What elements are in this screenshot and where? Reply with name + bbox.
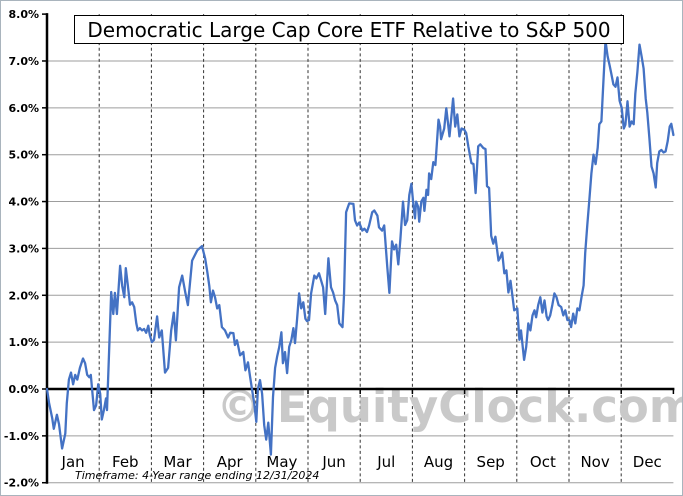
month-label: Jan — [61, 453, 85, 471]
month-label: Feb — [112, 453, 139, 471]
month-label: Dec — [633, 453, 662, 471]
y-axis-label: 1.0% — [8, 336, 39, 349]
month-label: Apr — [217, 453, 244, 471]
timeframe-note: Timeframe: 4-Year range ending 12/31/202… — [75, 469, 320, 482]
y-axis-label: 8.0% — [8, 8, 39, 21]
month-label: Mar — [163, 453, 192, 471]
month-label: Oct — [530, 453, 556, 471]
y-axis-label: 7.0% — [8, 55, 39, 68]
month-label: May — [266, 453, 297, 471]
y-axis-label: -1.0% — [4, 430, 39, 443]
series-line — [46, 39, 675, 456]
month-label: Jul — [376, 453, 395, 471]
month-label: Jun — [321, 453, 345, 471]
y-axis-label: 5.0% — [8, 149, 39, 162]
x-axis-labels: Jan Feb Mar Apr May Jun Jul Aug Sep Oct Nov Dec — [61, 453, 662, 471]
y-axis-label: 2.0% — [8, 289, 39, 302]
y-axis-label: 6.0% — [8, 102, 39, 115]
y-axis-label: 4.0% — [8, 196, 39, 209]
y-axis-label: -2.0% — [4, 477, 39, 490]
chart-title: Democratic Large Cap Core ETF Relative t… — [87, 17, 611, 42]
month-label: Sep — [477, 453, 505, 471]
y-axis-labels: 8.0% 7.0% 6.0% 5.0% 4.0% 3.0% 2.0% 1.0% 0.0% -1.0… — [4, 8, 39, 490]
chart-title-box: Democratic Large Cap Core ETF Relative t… — [74, 15, 624, 44]
month-label: Aug — [424, 453, 453, 471]
y-axis-label: 0.0% — [8, 383, 39, 396]
series-group — [46, 39, 675, 456]
y-axis-label: 3.0% — [8, 242, 39, 255]
month-label: Nov — [580, 453, 609, 471]
